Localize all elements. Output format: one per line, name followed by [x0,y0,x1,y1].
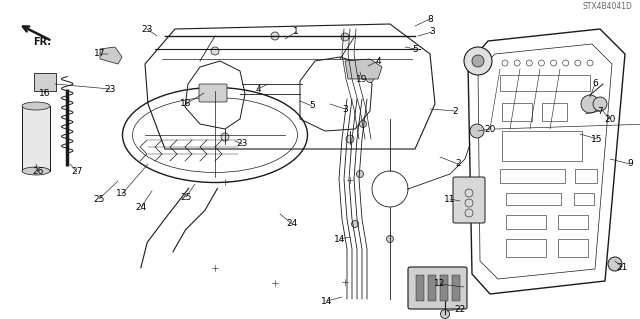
Text: 2: 2 [452,107,458,115]
Circle shape [581,95,599,113]
Ellipse shape [22,102,50,110]
Ellipse shape [22,167,50,175]
Bar [500,169,565,183]
Circle shape [440,309,449,318]
Circle shape [367,76,374,83]
Text: 27: 27 [71,167,83,176]
Text: 14: 14 [334,234,346,243]
Bar [428,275,436,301]
Text: 5: 5 [412,44,418,54]
Text: STX4B4041D: STX4B4041D [582,2,632,11]
Text: 4: 4 [375,56,381,65]
Text: 9: 9 [627,160,633,168]
Bar [500,75,590,91]
Bar [575,169,597,183]
Circle shape [346,135,354,143]
Circle shape [221,133,229,141]
Bar [22,106,50,171]
Bar [542,103,567,121]
Text: 19: 19 [356,75,368,84]
Text: 22: 22 [454,305,466,314]
Text: 25: 25 [180,192,192,202]
Text: 24: 24 [136,203,147,211]
Text: 17: 17 [94,49,106,58]
Text: 16: 16 [39,90,51,99]
Text: 23: 23 [104,85,116,93]
Bar [34,73,56,91]
Text: 2: 2 [455,160,461,168]
Polygon shape [345,59,382,79]
Text: 24: 24 [286,219,298,228]
Text: FR.: FR. [33,37,51,47]
Bar [506,193,561,205]
Circle shape [360,121,367,128]
Text: 8: 8 [427,14,433,24]
Circle shape [351,220,358,227]
Text: 11: 11 [444,195,456,204]
Text: 3: 3 [429,27,435,36]
Circle shape [356,170,364,177]
Bar [506,215,546,229]
Text: 12: 12 [435,279,445,288]
Circle shape [593,97,607,111]
Circle shape [470,124,484,138]
Text: 23: 23 [236,139,248,149]
Circle shape [211,47,219,55]
Circle shape [608,257,622,271]
Bar [416,275,424,301]
Text: 4: 4 [255,85,261,93]
Circle shape [341,33,349,41]
Text: 3: 3 [342,105,348,114]
Polygon shape [100,47,122,64]
Text: 21: 21 [616,263,628,271]
Circle shape [472,55,484,67]
Bar [440,275,448,301]
Bar [558,215,588,229]
Text: 5: 5 [309,101,315,110]
FancyBboxPatch shape [199,84,227,102]
Bar [506,239,546,257]
Text: 23: 23 [141,25,153,33]
Circle shape [387,235,394,242]
Circle shape [464,47,492,75]
Bar [452,275,460,301]
Text: 6: 6 [592,79,598,88]
Bar [574,193,594,205]
Circle shape [271,32,279,40]
Text: 25: 25 [93,195,105,204]
Bar [502,103,532,121]
Text: 14: 14 [321,296,333,306]
Text: 1: 1 [293,27,299,36]
Bar [558,239,588,257]
Text: 20: 20 [604,115,616,123]
FancyBboxPatch shape [408,267,467,309]
Text: 20: 20 [484,124,496,133]
Text: 26: 26 [32,167,44,176]
Text: 13: 13 [116,189,128,198]
Bar [502,131,582,161]
Text: 7: 7 [597,107,603,115]
Text: 15: 15 [591,135,603,144]
FancyBboxPatch shape [453,177,485,223]
Text: 18: 18 [180,100,192,108]
